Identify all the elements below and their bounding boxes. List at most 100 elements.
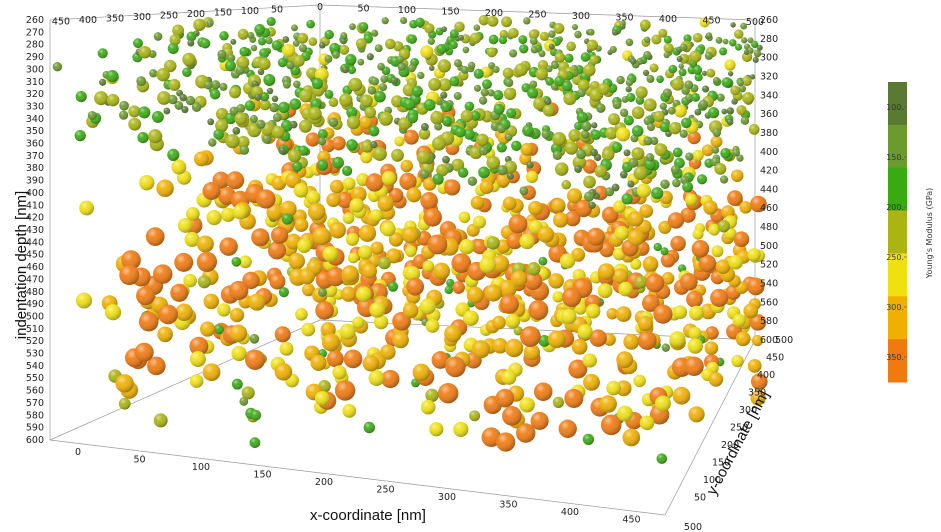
bubble-point [749,74,756,80]
colorbar-segment [888,124,907,169]
bubble-point [97,48,108,59]
bubble-point [153,413,168,428]
bubble-point [406,277,425,296]
bubble-point [398,117,411,130]
bubble-point [616,75,625,85]
bubble-point [342,177,356,190]
bubble-point [226,171,245,190]
bubble-point [590,148,598,157]
bubble-point [271,125,285,139]
bubble-point [663,43,674,54]
bubble-point [597,82,610,95]
bubble-point [606,307,618,320]
bubble-point [274,363,293,381]
bubble-point [358,224,377,242]
z-tick-left: 450 [26,250,44,261]
bubble-point [306,67,319,80]
bubble-point [506,172,514,180]
bubble-point [279,341,294,356]
bubble-point [362,355,380,372]
bubble-point [548,273,564,289]
bubble-point [535,67,548,81]
bubble-point [482,79,492,90]
left-bottom-edge [49,319,321,441]
bubble-point [509,49,518,58]
bubble-point [653,242,662,252]
bubble-point [148,129,163,144]
y-tick-right: 150 [712,458,730,469]
bubble-point [694,108,702,116]
bubble-point [741,76,752,87]
bubble-point [486,236,500,250]
bubble-point [730,22,736,28]
z-tick-right: 260 [760,15,778,26]
bubble-point [407,34,417,44]
bubble-point [345,53,357,66]
bubble-point [332,51,340,59]
bubble-point [251,228,270,247]
bubble-point [642,294,660,312]
bubble-point [473,84,482,92]
colorbar-title: Young's Modulus (GPa) [925,188,934,280]
top-back-edge [319,4,756,21]
bubble-point [491,254,510,273]
bubble-point [752,56,759,63]
bubble-point [486,155,501,170]
z-tick-right: 420 [760,166,778,177]
bubble-point [731,354,744,368]
bubble-point [660,179,670,189]
bubble-point [349,198,364,213]
bubble-point [229,324,248,343]
bubble-point [726,118,734,126]
z-tick-right: 280 [760,34,778,45]
bubble-point [419,169,430,179]
bubble-point [350,186,367,203]
bubble-point [355,38,367,49]
z-tick-left: 300 [26,64,44,75]
bubble-point [716,93,725,102]
bubble-point [699,17,710,28]
bubble-point [614,225,630,241]
bubble-point [574,30,582,39]
bubble-point [365,173,384,192]
bubble-point [402,226,419,244]
bubble-point [588,201,596,209]
bubble-point [577,324,593,340]
bubble-point [280,120,293,132]
bubble-point [506,108,517,119]
y-tick-right: 350 [748,388,766,399]
bubble-point [136,286,155,306]
bubble-point [451,253,472,273]
bubble-point [358,245,373,260]
bubble-point [643,98,657,112]
bubble-point [633,374,646,388]
bubble-point [318,287,327,297]
bubble-point [193,18,206,32]
bubble-point [420,399,436,415]
bubble-point [314,391,330,406]
bubble-point [438,78,452,92]
bubble-point [526,161,534,169]
y-tick-top: 450 [52,17,70,28]
bubble-point [374,90,386,103]
z-tick-left: 430 [26,225,44,236]
bubble-point [167,43,179,54]
bubble-point [239,397,249,406]
bubble-point [306,190,321,205]
bubble-point [364,106,377,119]
bubble-point [600,414,622,436]
bubble-point [587,28,595,36]
bubble-point [574,165,582,173]
bubble-point [289,120,298,129]
bubble-point [326,267,346,287]
bubble-point [170,283,189,302]
bubble-point [583,373,600,391]
bubble-point [582,433,595,446]
bubble-point [136,76,147,86]
bubble-point [533,382,553,401]
bubble-point [653,304,673,324]
bubble-point [358,115,373,130]
bubble-point [694,73,703,82]
bubble-point [464,128,475,140]
x-tick-top: 150 [441,7,459,18]
